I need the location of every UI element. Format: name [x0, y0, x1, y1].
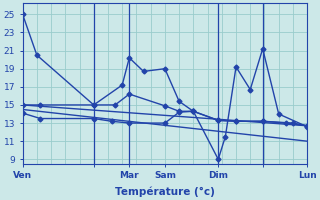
X-axis label: Température (°c): Température (°c): [115, 186, 215, 197]
